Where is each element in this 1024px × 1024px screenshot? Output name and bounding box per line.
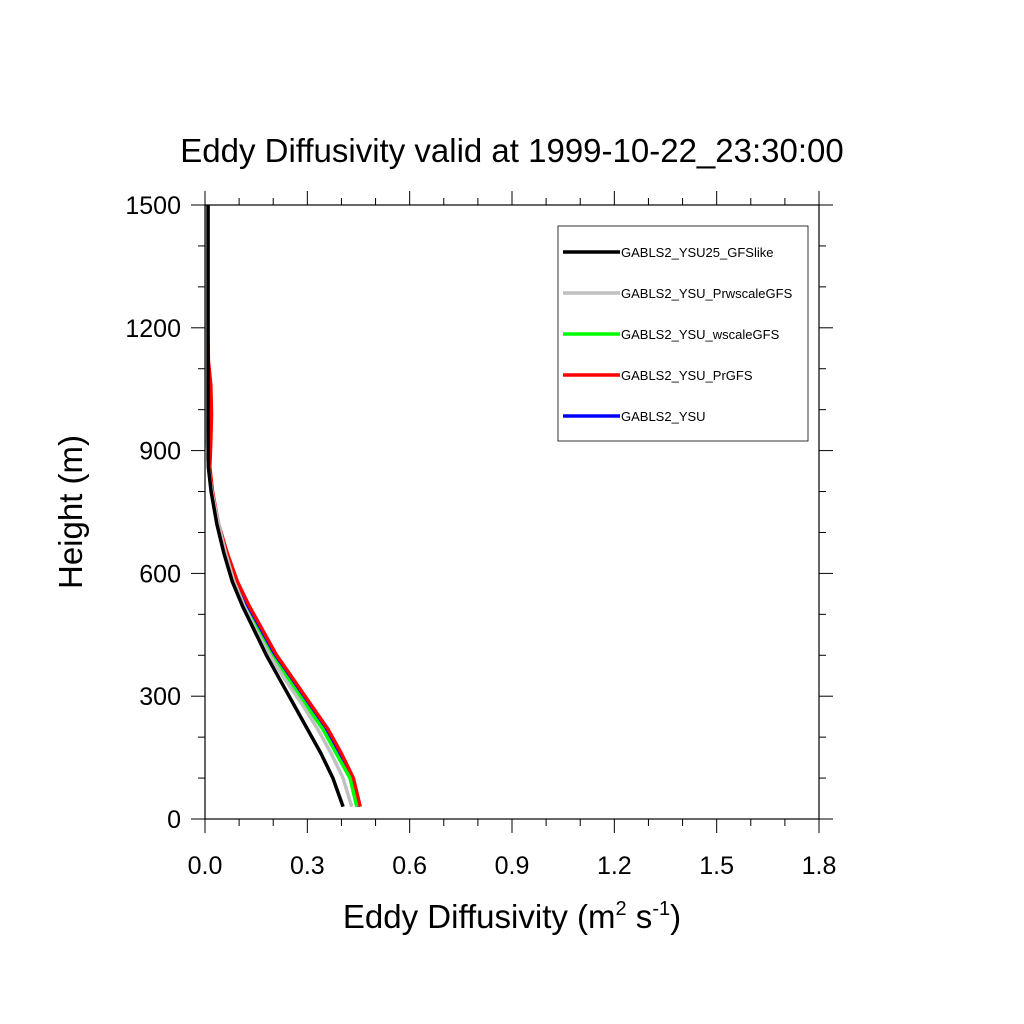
y-tick-label: 900 [139, 438, 181, 466]
y-tick-label: 600 [139, 560, 181, 588]
x-axis-title-suffix: ) [670, 898, 681, 935]
series-line-gabls2_ysu_wscalegfs [205, 205, 359, 808]
series-lines [205, 205, 362, 808]
legend-label: GABLS2_YSU_PrwscaleGFS [621, 286, 793, 301]
x-axis-title-middle: s [627, 898, 653, 935]
legend-label: GABLS2_YSU [621, 409, 706, 424]
x-tick-label: 0.6 [392, 852, 427, 880]
legend-label: GABLS2_YSU25_GFSlike [621, 245, 773, 260]
legend-label: GABLS2_YSU_wscaleGFS [621, 327, 780, 342]
series-line-gabls2_ysu25_gfslike [206, 205, 345, 808]
axis-tick-labels: 0.0 0.3 0.6 0.9 1.2 1.5 1.8 0 300 600 900 1200 1500 [125, 192, 836, 880]
x-tick-label: 1.8 [802, 852, 837, 880]
x-axis-title-superscript-2: -1 [652, 898, 670, 920]
series-line-gabls2_ysu_prwscalegfs [205, 205, 354, 808]
x-tick-label: 1.2 [597, 852, 632, 880]
y-tick-label: 1200 [125, 315, 181, 343]
x-axis-title: Eddy Diffusivity (m2 s-1) [343, 898, 681, 935]
x-tick-label: 0.0 [188, 852, 223, 880]
x-tick-label: 0.3 [290, 852, 325, 880]
y-tick-label: 0 [167, 806, 181, 834]
y-tick-label: 300 [139, 683, 181, 711]
axis-ticks [191, 191, 833, 833]
chart-title: Eddy Diffusivity valid at 1999-10-22_23:… [180, 132, 843, 169]
x-tick-label: 0.9 [495, 852, 530, 880]
y-tick-label: 1500 [125, 192, 181, 220]
x-axis-title-prefix: Eddy Diffusivity (m [343, 898, 616, 935]
y-axis-title: Height (m) [52, 435, 89, 589]
legend-label: GABLS2_YSU_PrGFS [621, 368, 753, 383]
x-axis-title-superscript-1: 2 [616, 898, 627, 920]
series-line-gabls2_ysu_prgfs [205, 205, 362, 808]
x-tick-label: 1.5 [699, 852, 734, 880]
legend: GABLS2_YSU25_GFSlike GABLS2_YSU_PrwscaleG… [557, 225, 809, 442]
plot-frame [204, 204, 820, 820]
series-line-gabls2_ysu [205, 205, 361, 808]
